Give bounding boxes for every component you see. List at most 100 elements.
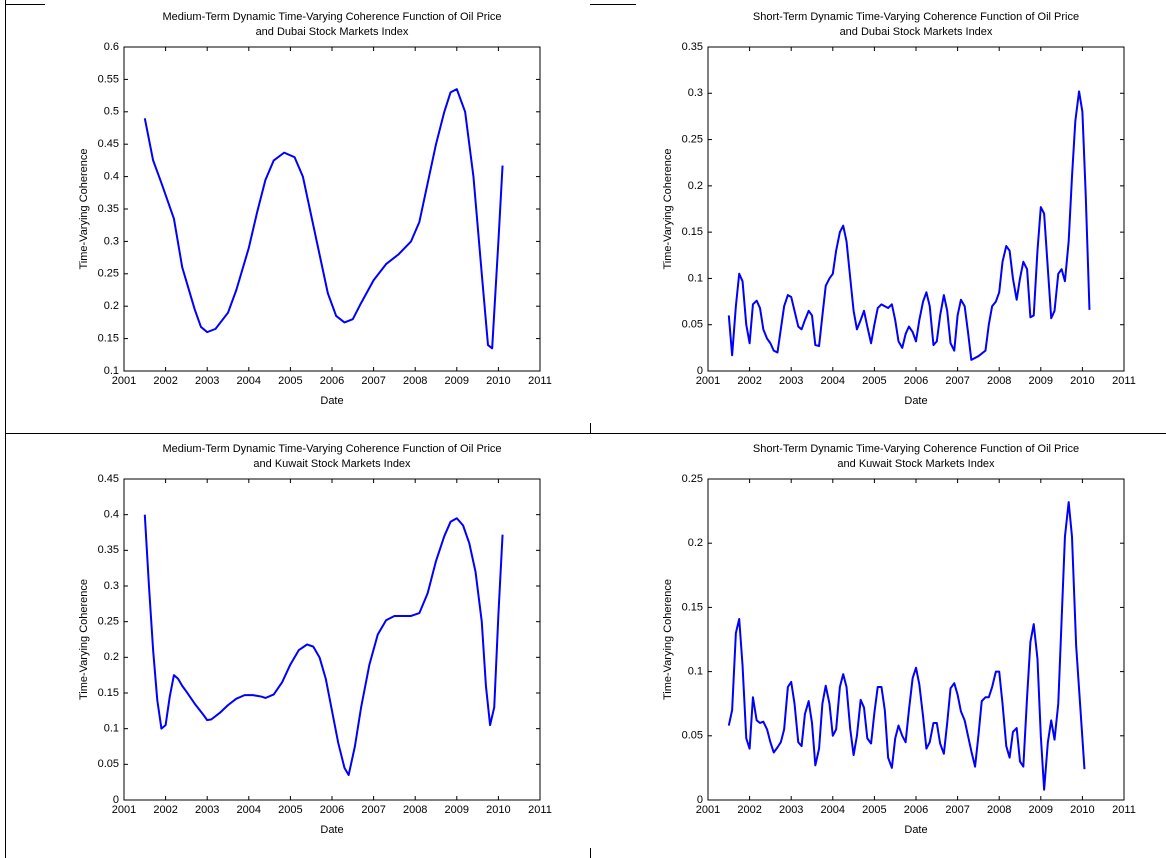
x-tick-label: 2009 bbox=[1029, 804, 1053, 816]
x-tick-label: 2001 bbox=[112, 804, 136, 816]
y-axis-label: Time-Varying Coherence bbox=[78, 579, 90, 700]
y-tick-label: 0.4 bbox=[104, 509, 119, 521]
x-tick-label: 2010 bbox=[1070, 375, 1094, 387]
x-tick-label: 2004 bbox=[237, 375, 261, 387]
y-tick-label: 0.35 bbox=[682, 41, 703, 53]
data-line bbox=[143, 88, 504, 350]
x-tick-label: 2009 bbox=[445, 375, 469, 387]
data-line bbox=[727, 501, 1086, 791]
y-tick-label: 0.05 bbox=[98, 758, 119, 770]
y-tick-label: 0.25 bbox=[98, 268, 119, 280]
y-tick-label: 0.05 bbox=[682, 319, 703, 331]
y-tick-label: 0.55 bbox=[98, 73, 119, 85]
y-tick-label: 0 bbox=[113, 794, 119, 806]
chart-title: and Kuwait Stock Markets Index bbox=[253, 458, 411, 470]
x-tick-label: 2002 bbox=[153, 804, 177, 816]
y-axis-label: Time-Varying Coherence bbox=[662, 579, 674, 700]
y-tick-label: 0.2 bbox=[104, 651, 119, 663]
x-tick-label: 2008 bbox=[987, 804, 1011, 816]
x-tick-label: 2005 bbox=[278, 804, 302, 816]
x-tick-label: 2007 bbox=[945, 804, 969, 816]
x-tick-label: 2009 bbox=[445, 804, 469, 816]
data-line bbox=[143, 514, 504, 777]
x-tick-label: 2011 bbox=[528, 375, 552, 387]
y-tick-label: 0.05 bbox=[682, 730, 703, 742]
x-axis-label: Date bbox=[904, 395, 927, 407]
y-tick-label: 0.45 bbox=[98, 138, 119, 150]
data-line bbox=[727, 90, 1091, 361]
y-tick-label: 0.5 bbox=[104, 106, 119, 118]
chart-title: Medium-Term Dynamic Time-Varying Coheren… bbox=[162, 11, 501, 23]
x-tick-label: 2011 bbox=[528, 804, 552, 816]
x-tick-label: 2006 bbox=[320, 375, 344, 387]
chart-title: Medium-Term Dynamic Time-Varying Coheren… bbox=[162, 443, 501, 455]
chart-title: and Kuwait Stock Markets Index bbox=[837, 458, 995, 470]
x-tick-label: 2008 bbox=[403, 375, 427, 387]
x-tick-label: 2010 bbox=[1070, 804, 1094, 816]
y-tick-label: 0.35 bbox=[98, 544, 119, 556]
x-tick-label: 2003 bbox=[779, 804, 803, 816]
y-tick-label: 0.1 bbox=[104, 365, 119, 377]
plot-area bbox=[123, 478, 541, 801]
x-tick-label: 2005 bbox=[862, 804, 886, 816]
y-tick-label: 0.2 bbox=[688, 537, 703, 549]
x-tick-label: 2002 bbox=[737, 375, 761, 387]
x-tick-label: 2001 bbox=[696, 804, 720, 816]
chart-title: and Dubai Stock Markets Index bbox=[840, 26, 993, 38]
y-tick-label: 0.1 bbox=[688, 666, 703, 678]
x-tick-label: 2010 bbox=[486, 804, 510, 816]
plot-area bbox=[707, 46, 1125, 372]
y-tick-label: 0.1 bbox=[688, 272, 703, 284]
y-tick-label: 0.45 bbox=[98, 473, 119, 485]
y-tick-label: 0.25 bbox=[682, 133, 703, 145]
x-tick-label: 2004 bbox=[237, 804, 261, 816]
chart-title: Short-Term Dynamic Time-Varying Coherenc… bbox=[753, 443, 1079, 455]
plot-area bbox=[123, 46, 541, 372]
y-tick-label: 0.15 bbox=[98, 687, 119, 699]
y-tick-label: 0.6 bbox=[104, 41, 119, 53]
y-tick-label: 0.15 bbox=[682, 226, 703, 238]
x-tick-label: 2004 bbox=[821, 375, 845, 387]
x-tick-label: 2007 bbox=[945, 375, 969, 387]
x-tick-label: 2011 bbox=[1112, 804, 1136, 816]
x-tick-label: 2008 bbox=[987, 375, 1011, 387]
x-tick-label: 2006 bbox=[904, 375, 928, 387]
x-tick-label: 2008 bbox=[403, 804, 427, 816]
x-tick-label: 2003 bbox=[195, 375, 219, 387]
y-tick-label: 0.25 bbox=[98, 616, 119, 628]
x-tick-label: 2005 bbox=[278, 375, 302, 387]
x-tick-label: 2005 bbox=[862, 375, 886, 387]
x-axis-label: Date bbox=[320, 395, 343, 407]
y-tick-label: 0.3 bbox=[104, 235, 119, 247]
x-tick-label: 2003 bbox=[195, 804, 219, 816]
x-tick-label: 2009 bbox=[1029, 375, 1053, 387]
x-tick-label: 2011 bbox=[1112, 375, 1136, 387]
y-tick-label: 0.35 bbox=[98, 203, 119, 215]
chart-title: Short-Term Dynamic Time-Varying Coherenc… bbox=[753, 11, 1079, 23]
y-tick-label: 0.15 bbox=[98, 333, 119, 345]
y-tick-label: 0.2 bbox=[688, 180, 703, 192]
x-tick-label: 2006 bbox=[320, 804, 344, 816]
y-axis-label: Time-Varying Coherence bbox=[662, 148, 674, 269]
x-tick-label: 2007 bbox=[361, 804, 385, 816]
y-tick-label: 0.15 bbox=[682, 601, 703, 613]
chart-title: and Dubai Stock Markets Index bbox=[256, 26, 409, 38]
y-tick-label: 0 bbox=[697, 365, 703, 377]
y-tick-label: 0 bbox=[697, 794, 703, 806]
x-tick-label: 2007 bbox=[361, 375, 385, 387]
x-tick-label: 2002 bbox=[153, 375, 177, 387]
y-tick-label: 0.1 bbox=[104, 723, 119, 735]
x-tick-label: 2006 bbox=[904, 804, 928, 816]
y-tick-label: 0.2 bbox=[104, 300, 119, 312]
y-tick-label: 0.4 bbox=[104, 171, 119, 183]
x-tick-label: 2010 bbox=[486, 375, 510, 387]
y-tick-label: 0.3 bbox=[104, 580, 119, 592]
y-tick-label: 0.3 bbox=[688, 87, 703, 99]
x-tick-label: 2004 bbox=[821, 804, 845, 816]
x-axis-label: Date bbox=[320, 824, 343, 836]
x-tick-label: 2001 bbox=[112, 375, 136, 387]
x-axis-label: Date bbox=[904, 824, 927, 836]
x-tick-label: 2001 bbox=[696, 375, 720, 387]
y-axis-label: Time-Varying Coherence bbox=[78, 148, 90, 269]
